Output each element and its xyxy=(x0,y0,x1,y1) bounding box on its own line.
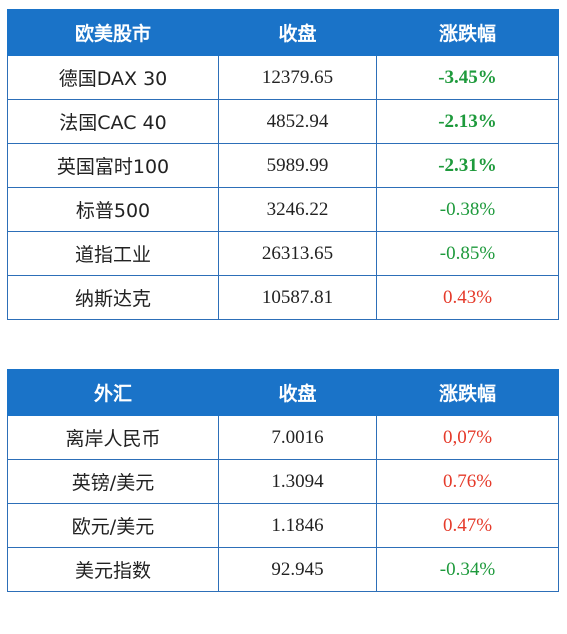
table-header-row: 欧美股市 收盘 涨跌幅 xyxy=(7,9,559,56)
row-name: 英国富时100 xyxy=(7,143,219,188)
header-change: 涨跌幅 xyxy=(376,369,559,416)
table-row: 欧元/美元 1.1846 0.47% xyxy=(7,503,559,548)
table-row: 离岸人民币 7.0016 0,07% xyxy=(7,415,559,460)
table-row: 德国DAX 30 12379.65 -3.45% xyxy=(7,55,559,100)
table-row: 纳斯达克 10587.81 0.43% xyxy=(7,275,559,320)
header-close: 收盘 xyxy=(218,369,377,416)
row-change: 0,07% xyxy=(376,415,559,460)
row-name: 道指工业 xyxy=(7,231,219,276)
row-change: -3.45% xyxy=(376,55,559,100)
row-change: 0.47% xyxy=(376,503,559,548)
table-row: 英国富时100 5989.99 -2.31% xyxy=(7,143,559,188)
row-close: 26313.65 xyxy=(218,231,377,276)
row-name: 德国DAX 30 xyxy=(7,55,219,100)
table-row: 标普500 3246.22 -0.38% xyxy=(7,187,559,232)
row-change: -2.13% xyxy=(376,99,559,144)
row-name: 标普500 xyxy=(7,187,219,232)
row-name: 离岸人民币 xyxy=(7,415,219,460)
row-change: -2.31% xyxy=(376,143,559,188)
row-change: -0.34% xyxy=(376,547,559,592)
equities-table: 欧美股市 收盘 涨跌幅 德国DAX 30 12379.65 -3.45% 法国C… xyxy=(7,9,559,320)
row-close: 92.945 xyxy=(218,547,377,592)
row-close: 12379.65 xyxy=(218,55,377,100)
row-name: 纳斯达克 xyxy=(7,275,219,320)
row-name: 法国CAC 40 xyxy=(7,99,219,144)
row-change: 0.43% xyxy=(376,275,559,320)
table-row: 道指工业 26313.65 -0.85% xyxy=(7,231,559,276)
table-header-row: 外汇 收盘 涨跌幅 xyxy=(7,369,559,416)
row-close: 7.0016 xyxy=(218,415,377,460)
row-change: -0.85% xyxy=(376,231,559,276)
row-close: 10587.81 xyxy=(218,275,377,320)
forex-table: 外汇 收盘 涨跌幅 离岸人民币 7.0016 0,07% 英镑/美元 1.309… xyxy=(7,369,559,592)
row-close: 5989.99 xyxy=(218,143,377,188)
header-close: 收盘 xyxy=(218,9,377,56)
row-name: 英镑/美元 xyxy=(7,459,219,504)
row-close: 3246.22 xyxy=(218,187,377,232)
row-name: 美元指数 xyxy=(7,547,219,592)
table-row: 英镑/美元 1.3094 0.76% xyxy=(7,459,559,504)
row-change: -0.38% xyxy=(376,187,559,232)
header-change: 涨跌幅 xyxy=(376,9,559,56)
row-close: 1.3094 xyxy=(218,459,377,504)
row-close: 4852.94 xyxy=(218,99,377,144)
header-forex: 外汇 xyxy=(7,369,219,416)
row-name: 欧元/美元 xyxy=(7,503,219,548)
header-market: 欧美股市 xyxy=(7,9,219,56)
row-change: 0.76% xyxy=(376,459,559,504)
table-row: 美元指数 92.945 -0.34% xyxy=(7,547,559,592)
table-row: 法国CAC 40 4852.94 -2.13% xyxy=(7,99,559,144)
row-close: 1.1846 xyxy=(218,503,377,548)
